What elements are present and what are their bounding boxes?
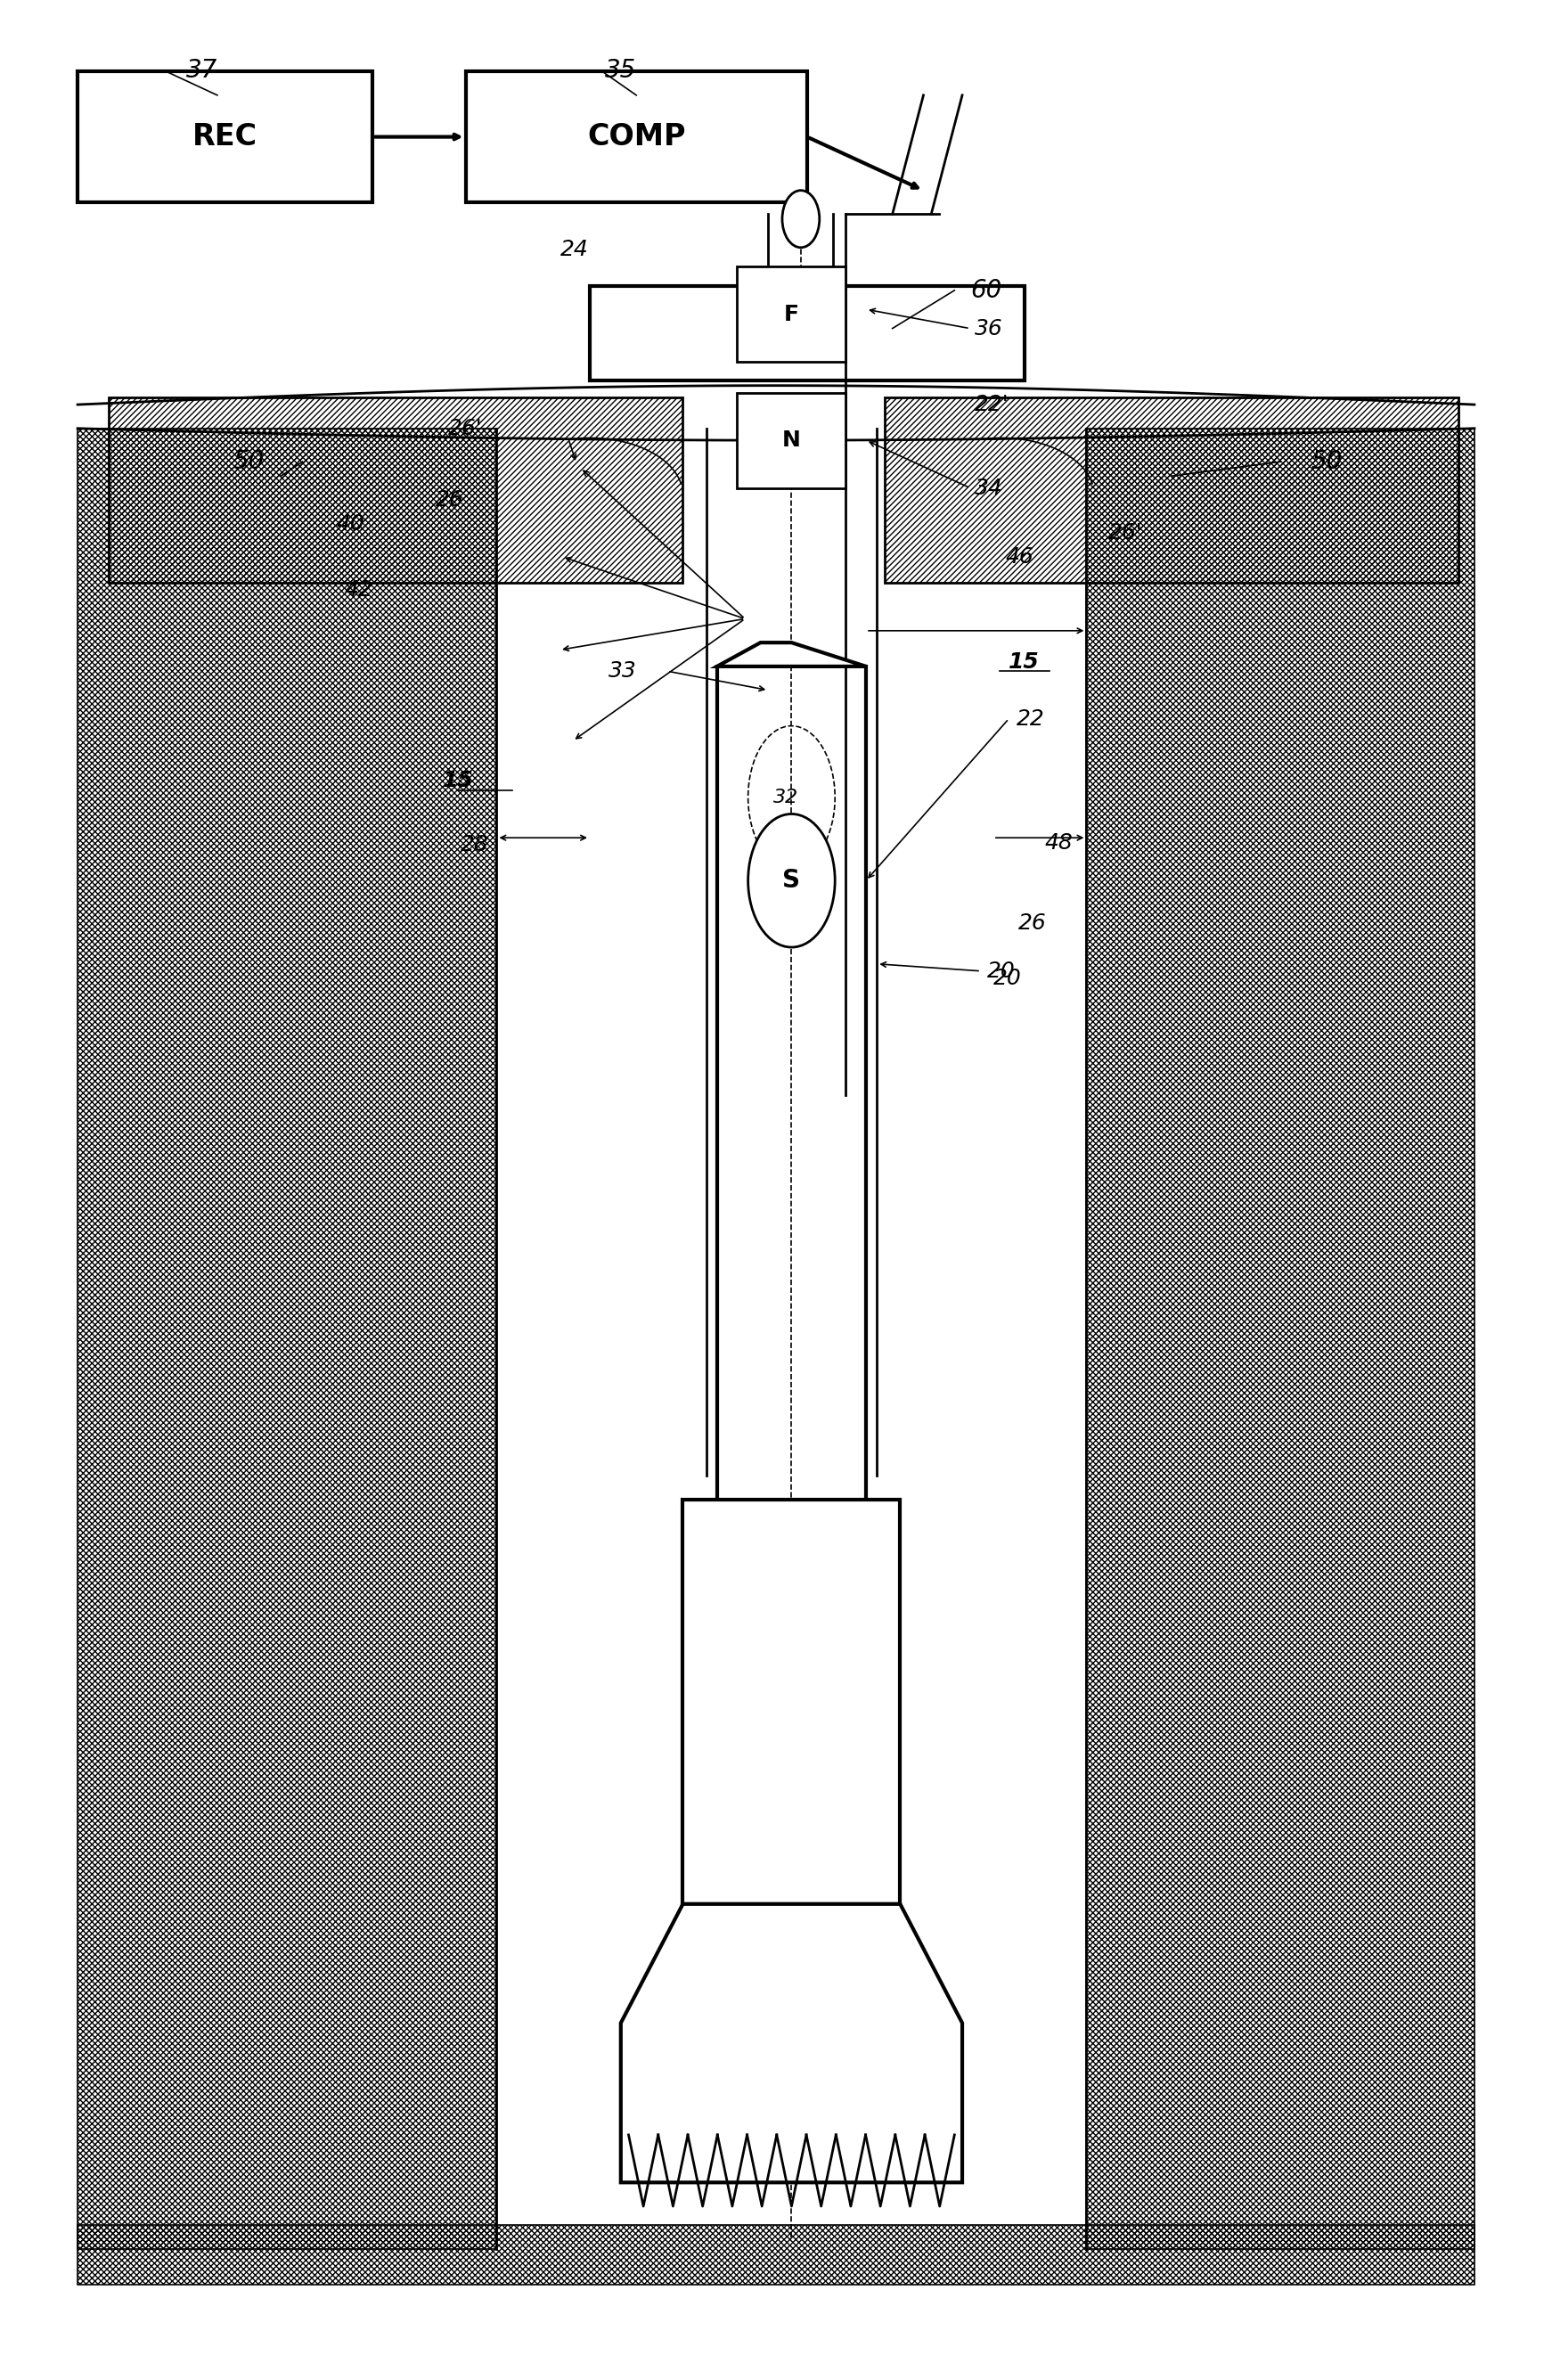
Text: 28: 28 <box>461 835 489 854</box>
Circle shape <box>782 190 819 248</box>
Text: 32: 32 <box>773 788 798 807</box>
Bar <box>683 1499 900 1904</box>
Text: COMP: COMP <box>587 121 686 152</box>
Text: 50: 50 <box>233 450 264 474</box>
Text: REC: REC <box>192 121 258 152</box>
Bar <box>466 71 807 202</box>
Bar <box>590 286 1024 381</box>
Text: 34: 34 <box>975 478 1003 497</box>
Text: S: S <box>782 869 801 892</box>
Text: 24: 24 <box>560 240 588 259</box>
Text: 48: 48 <box>1044 833 1072 852</box>
Text: 26: 26 <box>436 490 464 509</box>
Text: 22': 22' <box>975 395 1009 414</box>
Text: 20: 20 <box>993 969 1021 988</box>
Text: 15: 15 <box>442 771 473 790</box>
Text: 15: 15 <box>1009 652 1040 671</box>
Bar <box>737 393 846 488</box>
Polygon shape <box>621 1904 962 2182</box>
Bar <box>737 267 846 362</box>
Text: 35: 35 <box>605 60 636 83</box>
Circle shape <box>748 814 835 947</box>
Text: N: N <box>782 431 801 450</box>
Text: 26': 26' <box>449 419 483 438</box>
Text: 37: 37 <box>186 60 217 83</box>
Text: 20: 20 <box>987 962 1015 981</box>
Text: 50: 50 <box>1311 450 1342 474</box>
Bar <box>78 71 372 202</box>
Text: 40: 40 <box>337 514 365 533</box>
Text: 22: 22 <box>1017 709 1044 728</box>
Polygon shape <box>717 643 866 666</box>
Text: 33: 33 <box>608 662 636 681</box>
Text: 26': 26' <box>1108 524 1142 543</box>
Text: 42: 42 <box>345 581 372 600</box>
Text: 60: 60 <box>970 278 1001 302</box>
Text: 36: 36 <box>975 319 1003 338</box>
Text: F: F <box>784 305 799 324</box>
Text: 46: 46 <box>1006 547 1034 566</box>
Text: 26: 26 <box>1018 914 1046 933</box>
